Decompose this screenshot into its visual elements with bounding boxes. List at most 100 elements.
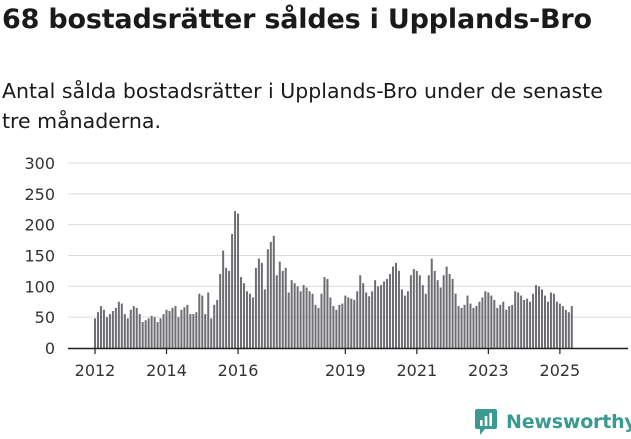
bar — [377, 286, 380, 348]
bar — [275, 275, 278, 348]
bar — [490, 295, 493, 348]
y-tick-label: 300 — [24, 154, 55, 173]
bar — [144, 320, 147, 348]
bar — [445, 266, 448, 348]
bar — [162, 314, 165, 348]
bar — [243, 283, 245, 348]
bar — [412, 269, 415, 348]
bar — [511, 304, 514, 348]
bar — [335, 309, 338, 348]
bar — [311, 293, 314, 348]
bar — [248, 293, 251, 348]
bar — [389, 274, 392, 348]
bar — [338, 304, 341, 348]
bar — [541, 289, 543, 348]
bar — [496, 307, 499, 348]
bar — [186, 304, 189, 348]
bar — [141, 322, 144, 348]
bar — [314, 304, 317, 348]
bar — [356, 291, 359, 348]
bar — [159, 318, 162, 348]
bar — [442, 275, 445, 348]
y-tick-label: 200 — [24, 216, 55, 235]
bar — [344, 295, 347, 348]
bar — [353, 299, 356, 348]
bar — [132, 306, 135, 348]
bar — [305, 287, 308, 348]
bar — [466, 295, 469, 348]
bar — [216, 299, 219, 348]
bar — [329, 297, 332, 348]
bar — [129, 309, 132, 348]
bar — [269, 241, 272, 348]
bar — [147, 318, 150, 348]
y-tick-label: 0 — [45, 339, 55, 358]
bar — [180, 309, 183, 348]
bar — [520, 295, 523, 348]
bar — [96, 312, 99, 348]
chart-subtitle: Antal sålda bostadsrätter i Upplands-Bro… — [2, 79, 603, 133]
bar — [386, 278, 389, 348]
bar — [108, 314, 111, 348]
bar — [558, 303, 561, 348]
bar — [472, 307, 475, 348]
bar — [117, 301, 120, 348]
bar — [475, 306, 478, 348]
x-tick-label: 2023 — [468, 361, 509, 380]
bar — [266, 249, 269, 348]
x-tick-label: 2025 — [540, 361, 581, 380]
bar — [374, 280, 377, 348]
bar — [359, 275, 362, 348]
bar — [234, 211, 237, 348]
bar — [317, 307, 320, 348]
bar — [397, 270, 400, 348]
bar — [341, 303, 344, 348]
bar — [392, 266, 394, 348]
bar — [204, 314, 207, 348]
bar — [552, 293, 555, 348]
bar — [433, 270, 436, 348]
bar — [368, 296, 371, 348]
bar — [299, 291, 302, 348]
bar — [406, 291, 409, 348]
bar — [183, 307, 186, 348]
bar — [323, 277, 326, 348]
bar — [254, 267, 257, 348]
bar — [168, 311, 171, 348]
bar — [549, 292, 552, 348]
bar — [371, 291, 374, 348]
bar — [326, 278, 329, 348]
bar — [272, 235, 275, 348]
bar — [237, 213, 240, 348]
bar — [484, 291, 487, 348]
bar — [287, 292, 290, 348]
bar — [198, 293, 201, 348]
bar — [308, 291, 311, 348]
bar — [463, 304, 466, 348]
y-tick-label: 150 — [24, 247, 55, 266]
bar — [383, 281, 386, 348]
bar — [165, 309, 168, 348]
bar — [555, 301, 558, 348]
bar — [403, 295, 406, 348]
bar — [207, 292, 210, 348]
bar — [436, 280, 439, 348]
bar — [195, 312, 198, 348]
x-tick-label: 2014 — [146, 361, 187, 380]
bar — [284, 267, 287, 348]
value-annotation: 68 — [574, 140, 594, 144]
bar — [415, 270, 418, 348]
bar — [189, 314, 192, 348]
bar — [439, 287, 442, 348]
bar — [210, 318, 213, 348]
y-tick-label: 100 — [24, 277, 55, 296]
brand-name: Newsworthy — [506, 411, 631, 433]
bar — [225, 267, 228, 348]
bar — [111, 311, 114, 348]
bar — [251, 297, 254, 348]
bar — [394, 262, 397, 348]
bar — [257, 258, 260, 348]
bar — [362, 283, 365, 348]
bar — [567, 312, 570, 348]
bar — [517, 292, 520, 348]
